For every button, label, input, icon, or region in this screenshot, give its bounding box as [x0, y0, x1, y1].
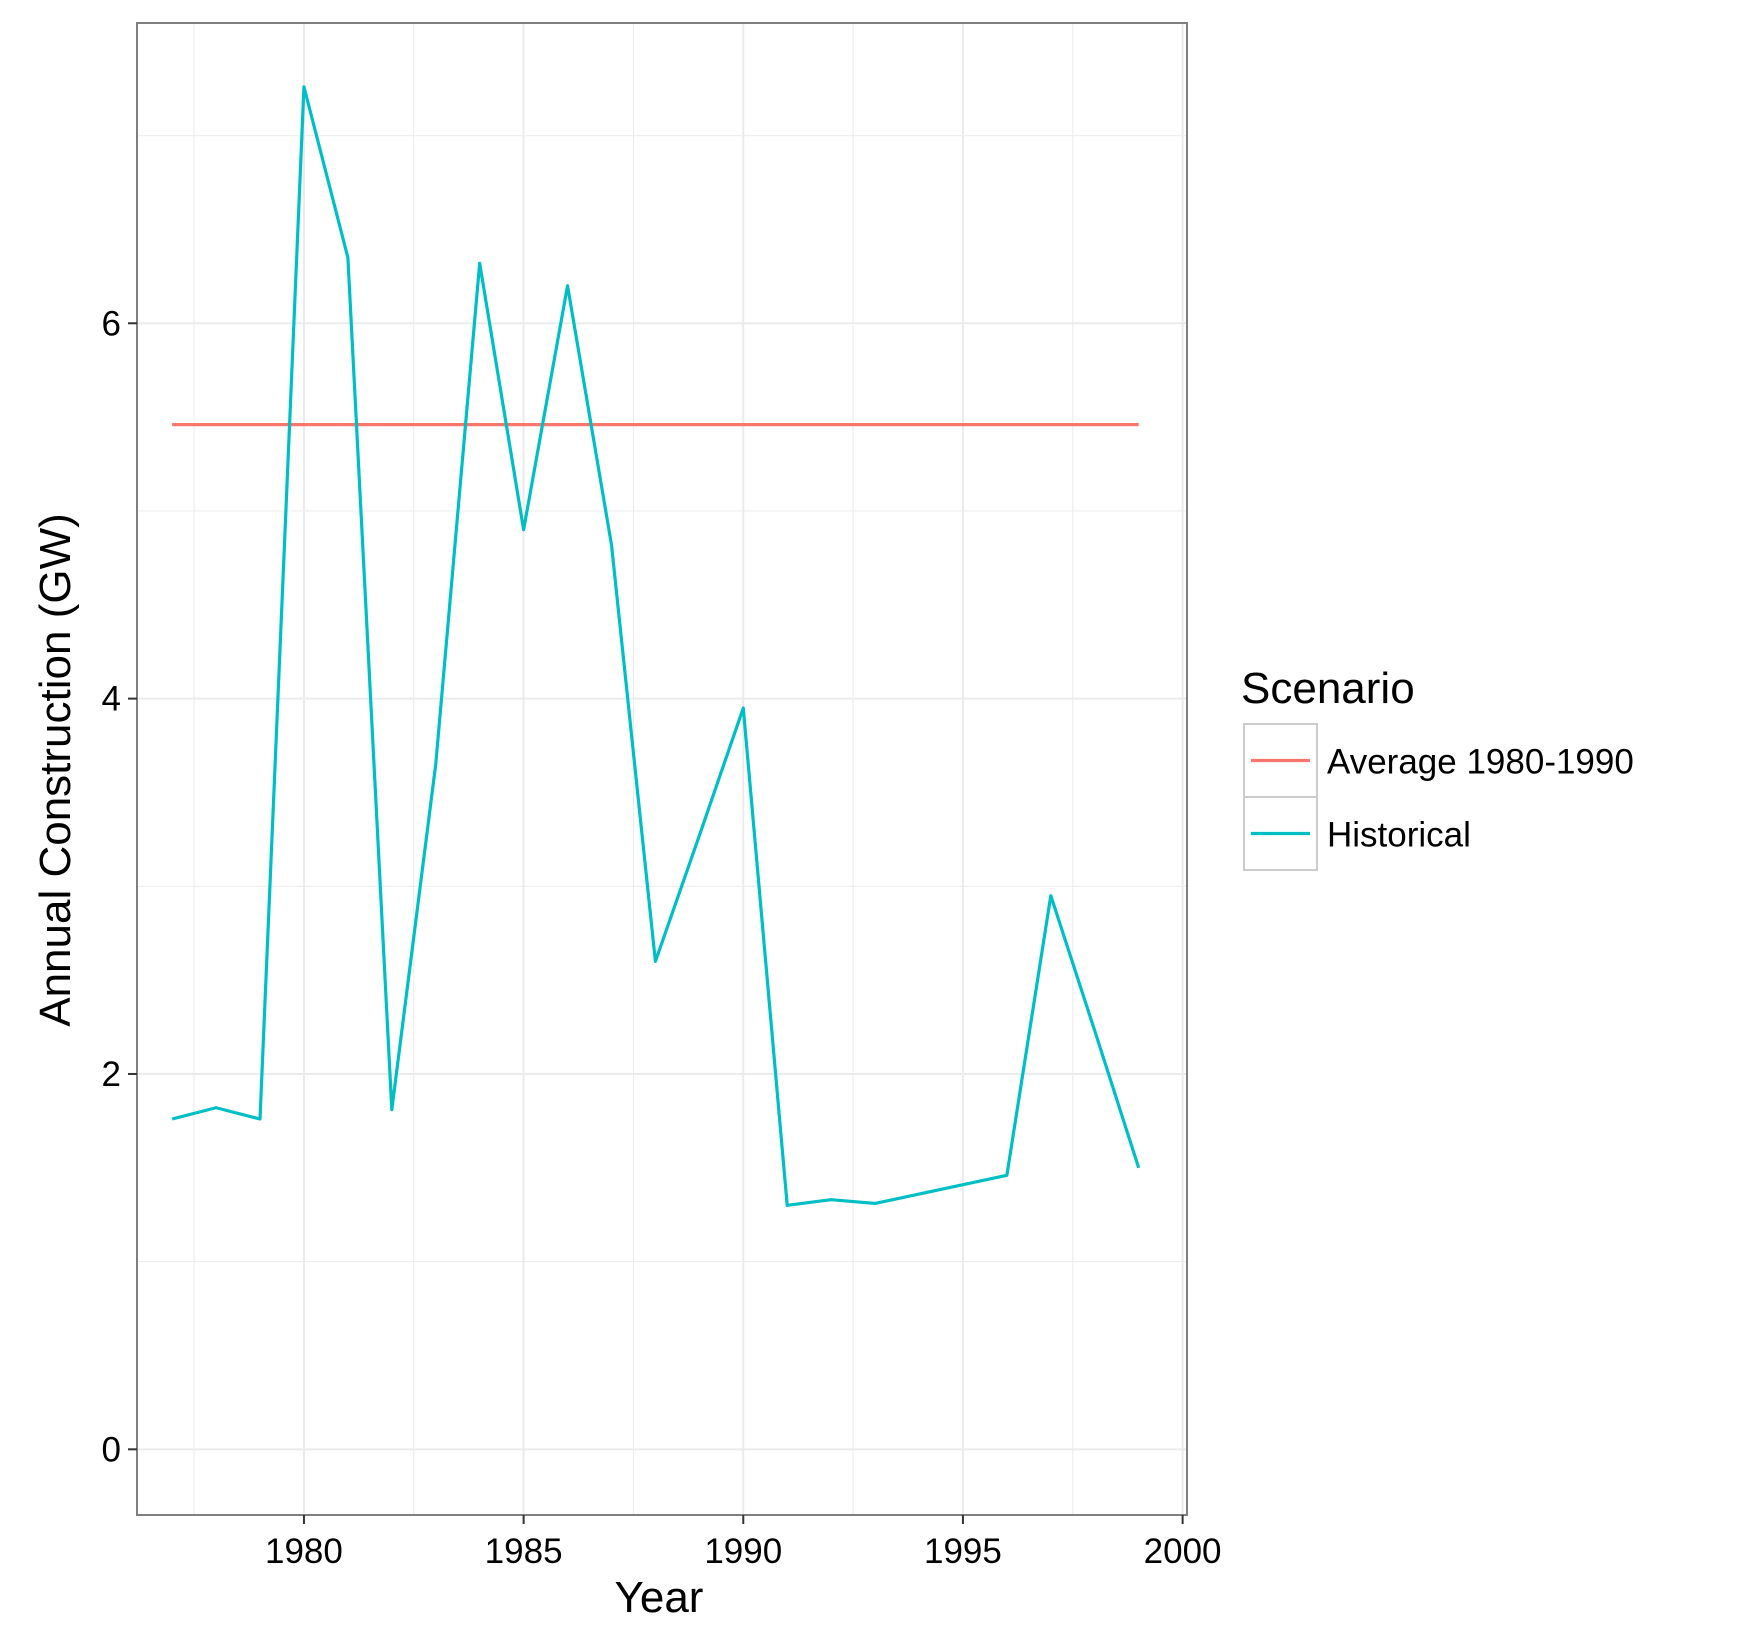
x-tick-label: 2000: [1144, 1532, 1222, 1571]
y-tick-label: 0: [102, 1430, 121, 1469]
axes: 1980 1985 1990 1995 2000 0 2 4 6: [102, 304, 1222, 1571]
y-tick-label: 2: [102, 1055, 121, 1094]
grid: [137, 23, 1187, 1515]
legend: Scenario Average 1980-1990 Historical: [1241, 664, 1634, 871]
y-axis-title: Annual Construction (GW): [31, 513, 80, 1027]
panel-border: [136, 22, 1188, 1516]
x-tick-label: 1995: [924, 1532, 1002, 1571]
x-tick-label: 1980: [265, 1532, 343, 1571]
series-layer: [171, 85, 1141, 1207]
x-tick-label: 1990: [704, 1532, 782, 1571]
x-axis-title: Year: [615, 1573, 704, 1622]
y-tick-label: 4: [102, 680, 121, 719]
legend-title: Scenario: [1241, 664, 1415, 713]
x-tick-label: 1985: [485, 1532, 563, 1571]
series-line-historical: [171, 85, 1141, 1207]
y-tick-label: 6: [102, 304, 121, 343]
legend-label: Average 1980-1990: [1327, 743, 1634, 782]
legend-label: Historical: [1327, 816, 1471, 855]
